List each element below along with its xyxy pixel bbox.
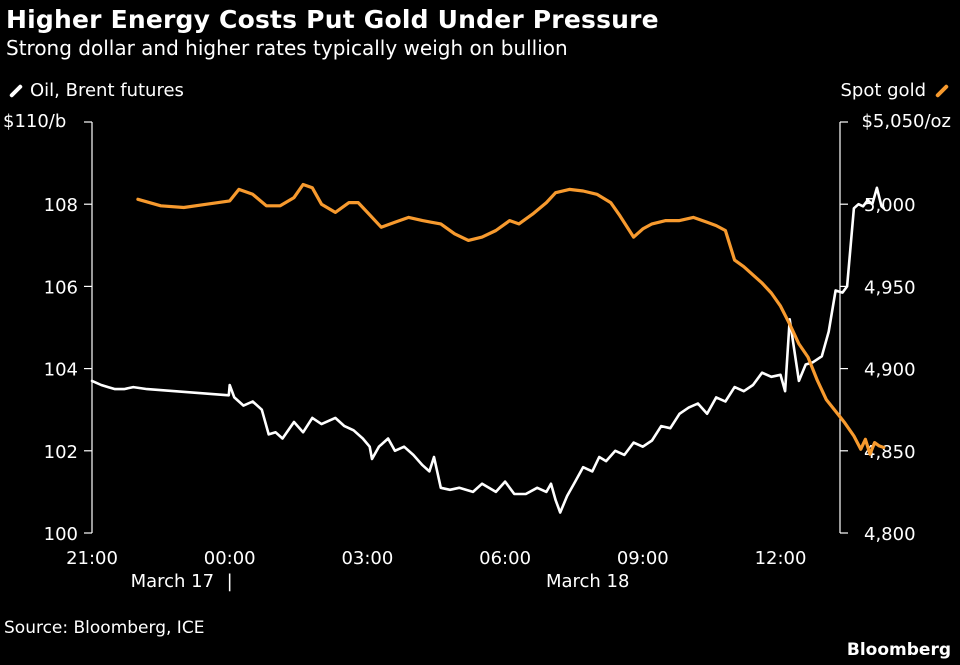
left-axis-tick-label: 100 [44, 524, 78, 545]
x-axis-tick-label: 12:00 [755, 548, 807, 569]
left-axis-tick-label: 104 [44, 360, 78, 381]
left-axis-unit-label: $110/b [3, 111, 67, 132]
chart-title: Higher Energy Costs Put Gold Under Press… [6, 5, 659, 34]
x-axis-tick-label: 21:00 [66, 548, 118, 569]
legend-gold: Spot gold [840, 80, 950, 101]
x-axis-tick-label: 00:00 [204, 548, 256, 569]
left-axis-tick-label: 106 [44, 277, 78, 298]
x-axis-date-label: March 18 [546, 571, 630, 592]
x-axis-tick-label: 03:00 [341, 548, 393, 569]
right-axis-tick-label: 4,800 [864, 524, 916, 545]
x-axis-tick-label: 09:00 [617, 548, 669, 569]
series-line-gold [136, 182, 886, 456]
series-line-oil [90, 186, 886, 514]
legend-label-oil: Oil, Brent futures [30, 80, 184, 101]
right-axis-tick-label: 4,850 [864, 442, 916, 463]
x-axis-day-separator: | [227, 571, 233, 592]
left-axis-tick-label: 102 [44, 442, 78, 463]
right-axis-unit-label: $5,050/oz [861, 111, 951, 132]
chart-source: Source: Bloomberg, ICE [4, 618, 205, 638]
legend-oil: Oil, Brent futures [6, 80, 184, 101]
x-axis-tick-label: 06:00 [479, 548, 531, 569]
left-axis-tick-label: 108 [44, 195, 78, 216]
chart-subtitle: Strong dollar and higher rates typically… [6, 36, 568, 60]
right-axis-tick-label: 5,000 [864, 195, 916, 216]
legend-label-gold: Spot gold [840, 80, 926, 101]
right-axis-tick-label: 4,950 [864, 277, 916, 298]
x-axis-date-label: March 17 [131, 571, 215, 592]
brand-logo: Bloomberg [846, 640, 951, 660]
right-axis-tick-label: 4,900 [864, 360, 916, 381]
